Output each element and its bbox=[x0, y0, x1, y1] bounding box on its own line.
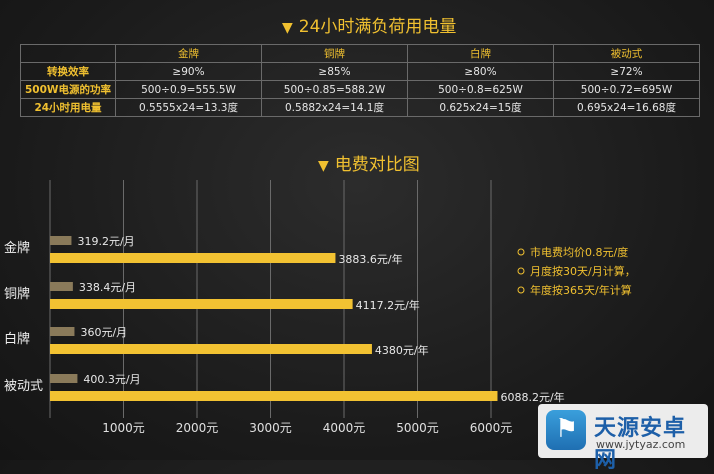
row-header: 24小时用电量 bbox=[20, 98, 116, 117]
table-header-cell: 被动式 bbox=[553, 44, 700, 63]
chart-note: 年度按365天/年计算 bbox=[530, 283, 632, 297]
bar-yearly bbox=[50, 299, 353, 309]
chart-title: ▼ 电费对比图 bbox=[318, 155, 420, 175]
x-tick-label: 6000元 bbox=[470, 421, 513, 435]
efficiency-table: 金牌 铜牌 白牌 被动式 转换效率 ≥90% ≥85% ≥80% ≥72% 50… bbox=[20, 44, 700, 117]
x-tick-label: 3000元 bbox=[249, 421, 292, 435]
category-label: 白牌 bbox=[4, 331, 30, 347]
bar-yearly bbox=[50, 391, 498, 401]
table-cell: 0.695x24=16.68度 bbox=[553, 98, 700, 117]
triangle-down-icon: ▼ bbox=[318, 158, 329, 174]
x-tick-label: 4000元 bbox=[323, 421, 366, 435]
table-header-cell: 铜牌 bbox=[261, 44, 408, 63]
data-label-yearly: 3883.6元/年 bbox=[338, 252, 402, 266]
bar-monthly bbox=[50, 374, 78, 383]
bullet-circle-icon bbox=[517, 248, 525, 256]
x-tick-label: 2000元 bbox=[176, 421, 219, 435]
data-label-monthly: 360元/月 bbox=[80, 326, 127, 339]
triangle-down-icon: ▼ bbox=[282, 20, 293, 36]
cost-bar-chart: 1000元 2000元 3000元 4000元 5000元 6000元 金牌 319.2元/月… bbox=[4, 180, 636, 435]
x-tick-label: 5000元 bbox=[396, 421, 439, 435]
table-row: 24小时用电量 0.5555x24=13.3度 0.5882x24=14.1度 … bbox=[20, 98, 700, 117]
bar-yearly bbox=[50, 253, 336, 263]
data-label-monthly: 400.3元/月 bbox=[83, 373, 140, 386]
watermark: 天源安卓网 www.jytyaz.com bbox=[538, 404, 708, 473]
table-cell: 500÷0.9=555.5W bbox=[115, 80, 262, 99]
table-title: ▼ 24小时满负荷用电量 bbox=[282, 17, 457, 37]
chart-note: 市电费均价0.8元/度 bbox=[530, 245, 628, 259]
data-label-yearly: 4117.2元/年 bbox=[356, 298, 420, 312]
data-label-yearly: 6088.2元/年 bbox=[500, 390, 564, 404]
table-cell: 0.5882x24=14.1度 bbox=[261, 98, 408, 117]
data-label-monthly: 338.4元/月 bbox=[79, 281, 136, 294]
data-label-yearly: 4380元/年 bbox=[375, 343, 429, 357]
table-cell: 500÷0.85=588.2W bbox=[261, 80, 408, 99]
bullet-circle-icon bbox=[517, 286, 525, 294]
table-cell: 0.5555x24=13.3度 bbox=[115, 98, 262, 117]
bar-monthly bbox=[50, 236, 72, 245]
table-cell: ≥85% bbox=[261, 62, 408, 81]
table-header-row: 金牌 铜牌 白牌 被动式 bbox=[20, 44, 700, 63]
table-cell: ≥80% bbox=[407, 62, 554, 81]
data-label-monthly: 319.2元/月 bbox=[77, 235, 134, 248]
bar-yearly bbox=[50, 344, 372, 354]
chart-note: 月度按30天/月计算， bbox=[530, 264, 636, 278]
table-cell: 500÷0.72=695W bbox=[553, 80, 700, 99]
android-logo-icon bbox=[546, 410, 586, 450]
table-row: 500W电源的功率 500÷0.9=555.5W 500÷0.85=588.2W… bbox=[20, 80, 700, 99]
bullet-circle-icon bbox=[517, 267, 525, 275]
category-label: 被动式 bbox=[4, 379, 43, 394]
bar-monthly bbox=[50, 282, 73, 291]
x-tick-label: 1000元 bbox=[102, 421, 145, 435]
watermark-name: 天源安卓网 bbox=[594, 416, 687, 473]
watermark-url: www.jytyaz.com bbox=[596, 438, 686, 451]
bar-monthly bbox=[50, 327, 75, 336]
category-label: 铜牌 bbox=[4, 286, 30, 302]
table-cell: 0.625x24=15度 bbox=[407, 98, 554, 117]
category-label: 金牌 bbox=[4, 240, 30, 256]
